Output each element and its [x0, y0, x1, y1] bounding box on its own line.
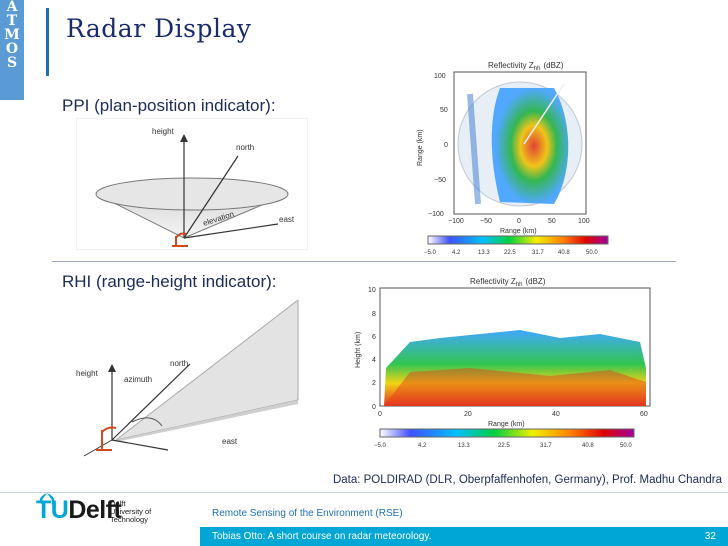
ppi-height-label: height: [152, 127, 175, 136]
rhi-ytick: 6: [372, 334, 376, 341]
footer-subtitle: Tobias Otto: A short course on radar met…: [212, 531, 432, 542]
rhi-xtick: 0: [378, 411, 382, 418]
atmos-letter: S: [6, 55, 18, 71]
data-credit: Data: POLDIRAD (DLR, Oberpfaffenhofen, G…: [332, 474, 722, 486]
ppi-xtick: −50: [480, 218, 492, 225]
atmos-letter: T: [6, 13, 18, 29]
ppi-diagram: height north elevation east: [76, 118, 308, 250]
rhi-cbar-tick: 31.7: [540, 443, 552, 449]
rhi-ytick: 4: [372, 357, 376, 364]
course-title: Remote Sensing of the Environment (RSE): [212, 508, 403, 519]
ppi-ylabel: Range (km): [417, 129, 424, 166]
ppi-cbar-tick: 13.3: [478, 250, 490, 256]
ppi-xtick: −100: [448, 218, 464, 225]
ppi-cbar-tick: 4.2: [452, 250, 461, 256]
rhi-ytick: 0: [372, 404, 376, 411]
rhi-cbar-tick: 50.0: [620, 443, 632, 449]
ppi-north-label: north: [236, 143, 254, 152]
ppi-plot-title: Reflectivity Zhh (dBZ): [488, 61, 564, 72]
rhi-east-label: east: [222, 437, 238, 446]
ppi-plot: Reflectivity Zhh (dBZ) 100 50 0 −50 −100 …: [417, 61, 609, 256]
rhi-diagram: height azimuth north east: [72, 300, 308, 458]
ppi-ytick: 50: [440, 107, 448, 114]
logo-tu: TU: [36, 496, 69, 524]
rhi-height-label: height: [76, 369, 99, 378]
ppi-cbar-tick: −5.0: [424, 250, 437, 256]
tudelft-logo[interactable]: TUDelft: [36, 496, 122, 525]
footer-divider: [0, 492, 728, 493]
rhi-ytick: 10: [368, 287, 376, 294]
ppi-cbar-tick: 31.7: [532, 250, 544, 256]
rhi-xtick: 40: [552, 411, 560, 418]
university-name: Delft University of Technology: [110, 500, 151, 524]
rhi-cbar-tick: −5.0: [374, 443, 387, 449]
page-number: 32: [704, 531, 716, 542]
rhi-plot-title: Reflectivity Zhh (dBZ): [470, 277, 546, 288]
rhi-label: RHI (range-height indicator):: [62, 272, 277, 291]
university-line: Delft: [110, 499, 126, 508]
ppi-ytick: −50: [434, 177, 446, 184]
ppi-ytick: 0: [444, 142, 448, 149]
university-line: University of: [110, 507, 152, 516]
rhi-xtick: 20: [464, 411, 472, 418]
rhi-ytick: 2: [372, 380, 376, 387]
logo-delft: Delft: [68, 496, 122, 524]
atmos-sidebar-logo: A T M O S: [0, 0, 24, 100]
ppi-cbar-tick: 40.8: [558, 250, 570, 256]
university-line: Technology: [110, 515, 148, 524]
ppi-xtick: 50: [548, 218, 556, 225]
ppi-xtick: 0: [517, 218, 521, 225]
rhi-north-label: north: [170, 359, 188, 368]
rhi-cbar-tick: 40.8: [582, 443, 594, 449]
ppi-label: PPI (plan-position indicator):: [62, 96, 276, 115]
ppi-xlabel: Range (km): [500, 228, 537, 235]
rhi-ytick: 8: [372, 311, 376, 318]
ppi-ytick: −100: [428, 211, 444, 218]
ppi-cbar-tick: 50.0: [586, 250, 598, 256]
title-accent-bar: [46, 8, 49, 76]
rhi-xlabel: Range (km): [488, 421, 525, 428]
footer-bar: [200, 527, 728, 546]
rhi-colorbar: [379, 428, 635, 438]
tudelft-flame-icon: [39, 493, 55, 505]
rhi-azimuth-label: azimuth: [124, 375, 152, 384]
atmos-letter: M: [4, 27, 20, 43]
ppi-xtick: 100: [578, 218, 590, 225]
atmos-letter: O: [5, 41, 19, 57]
ppi-ytick: 100: [434, 73, 446, 80]
ppi-colorbar: [427, 235, 609, 245]
atmos-letter: A: [6, 0, 18, 15]
rhi-cbar-tick: 4.2: [418, 443, 427, 449]
rhi-cbar-tick: 22.5: [498, 443, 510, 449]
ppi-east-label: east: [279, 215, 295, 224]
slide-title: Radar Display: [66, 14, 252, 43]
rhi-ylabel: Height (km): [355, 332, 362, 368]
rhi-xtick: 60: [640, 411, 648, 418]
section-divider: [52, 261, 676, 262]
ppi-cbar-tick: 22.5: [504, 250, 516, 256]
rhi-plot: Reflectivity Zhh (dBZ) 10 8 6 4 2 0 0 20 …: [355, 277, 651, 449]
rhi-cbar-tick: 13.3: [458, 443, 470, 449]
